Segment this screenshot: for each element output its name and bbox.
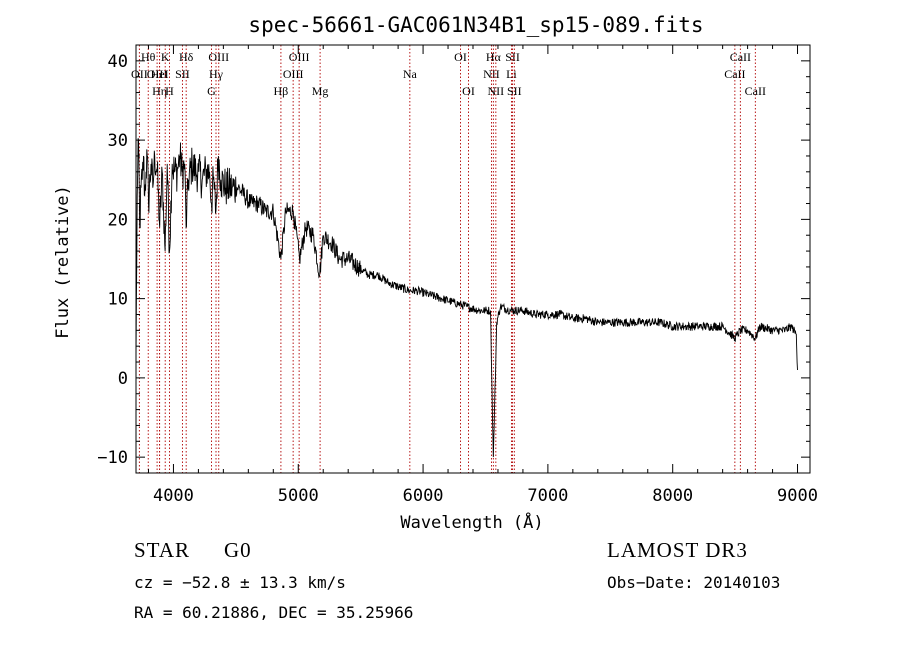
survey-name: LAMOST DR3 <box>607 538 748 562</box>
line-marker-label-15: Mg <box>312 84 329 98</box>
line-marker-label-0: OII <box>131 67 148 81</box>
sky-coordinates: RA = 60.21886, DEC = 35.25966 <box>134 603 414 622</box>
line-marker-label-1: Hθ <box>141 50 156 64</box>
class-label: STAR <box>134 538 190 562</box>
x-tick-label-5000: 5000 <box>278 486 319 506</box>
line-marker-label-26: CaII <box>730 50 751 64</box>
line-marker-label-19: NII <box>483 67 500 81</box>
line-marker-label-6: H <box>165 84 174 98</box>
y-tick-label-10: 10 <box>108 290 128 310</box>
plot-frame <box>135 44 811 474</box>
line-marker-label-25: CaII <box>724 67 745 81</box>
x-tick-label-9000: 9000 <box>777 486 818 506</box>
plot-area: OIIHθOIIIHηHeIKHHδSIIGHγOIIIHβOIIIOIIIMg… <box>97 44 818 506</box>
line-marker-label-4: HeI <box>151 67 169 81</box>
x-tick-label-4000: 4000 <box>153 486 194 506</box>
line-marker-label-17: OI <box>454 50 467 64</box>
line-marker-label-21: NII <box>488 84 505 98</box>
spectrum-series-line <box>135 138 798 458</box>
chart-title: spec-56661-GAC061N34B1_sp15-089.fits <box>248 13 703 37</box>
redshift-velocity: cz = −52.8 ± 13.3 km/s <box>134 573 346 592</box>
line-marker-label-20: Hα <box>486 50 502 64</box>
y-tick-label--10: −10 <box>97 448 128 468</box>
line-marker-label-9: G <box>207 84 216 98</box>
observation-date: Obs−Date: 20140103 <box>607 573 781 592</box>
y-axis-label: Flux (relative) <box>53 185 73 339</box>
x-tick-label-7000: 7000 <box>527 486 568 506</box>
x-axis-label: Wavelength (Å) <box>400 511 543 533</box>
line-marker-label-12: Hβ <box>274 84 289 98</box>
line-marker-label-10: Hγ <box>209 67 224 81</box>
subclass-label: G0 <box>224 538 252 562</box>
line-marker-label-7: Hδ <box>179 50 194 64</box>
line-marker-label-27: CaII <box>745 84 766 98</box>
line-marker-label-11: OIII <box>208 50 229 64</box>
line-marker-label-5: K <box>161 50 170 64</box>
line-marker-label-2: OIII <box>147 67 168 81</box>
line-marker-label-22: Li <box>506 67 517 81</box>
y-tick-label-30: 30 <box>108 131 128 151</box>
x-tick-label-8000: 8000 <box>652 486 693 506</box>
y-tick-label-40: 40 <box>108 52 128 72</box>
line-marker-label-16: Na <box>403 67 418 81</box>
y-tick-label-20: 20 <box>108 210 128 230</box>
line-marker-label-14: OIII <box>289 50 310 64</box>
line-marker-label-8: SII <box>175 67 190 81</box>
line-marker-label-18: OI <box>462 84 475 98</box>
line-marker-label-13: OIII <box>283 67 304 81</box>
x-tick-label-6000: 6000 <box>403 486 444 506</box>
y-tick-label-0: 0 <box>118 369 128 389</box>
line-marker-label-24: SII <box>507 84 522 98</box>
line-marker-label-23: SII <box>505 50 520 64</box>
object-class: STAR G0 <box>134 538 252 563</box>
